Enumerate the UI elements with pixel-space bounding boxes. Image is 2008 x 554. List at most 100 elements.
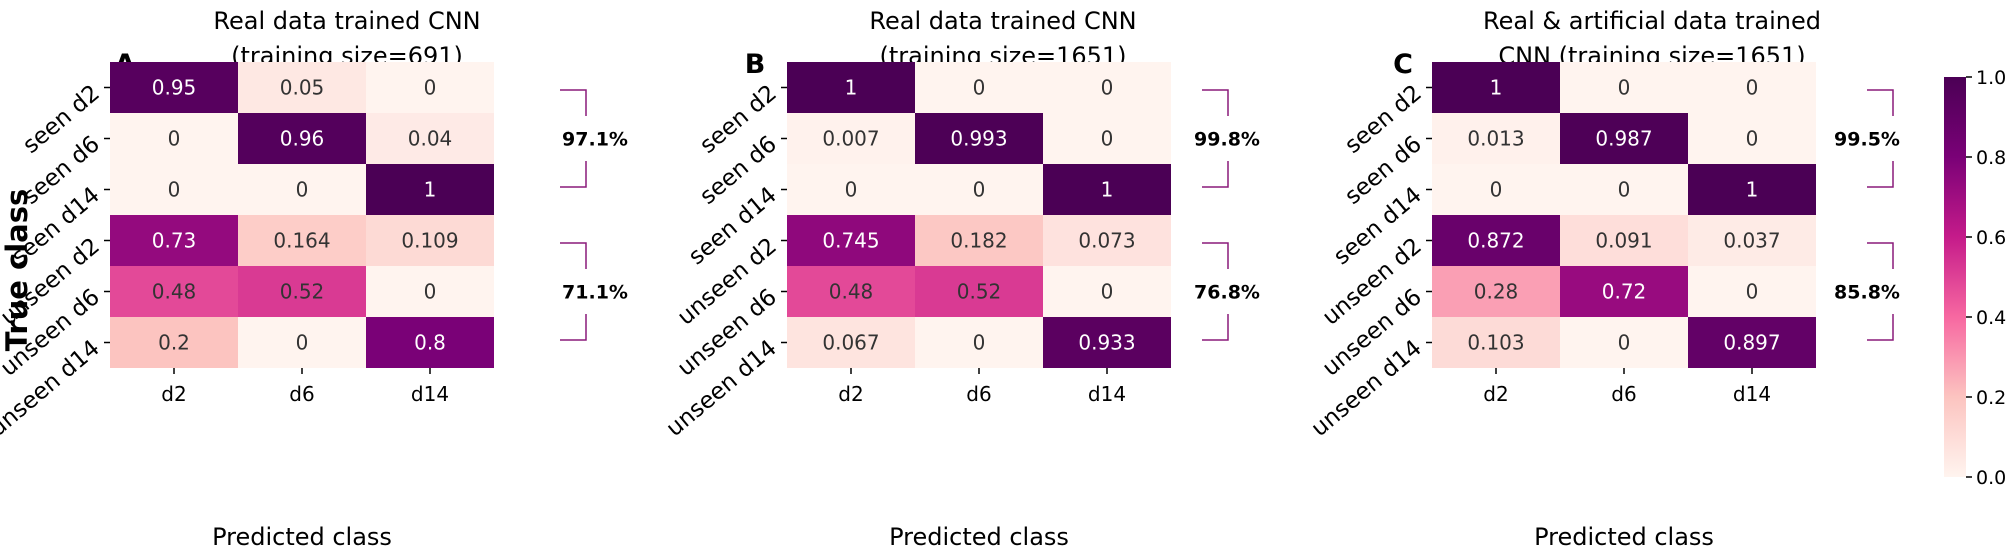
cell-value-label: 0.073 — [1078, 229, 1135, 253]
cell-value-label: 1 — [845, 76, 858, 100]
heatmap-cell — [1043, 317, 1171, 368]
heatmap-cell — [915, 317, 1043, 368]
accuracy-seen-label: 99.8% — [1194, 129, 1260, 151]
cell-value-label: 0.28 — [1474, 280, 1519, 304]
heatmap-cell — [915, 266, 1043, 317]
heatmap-cell — [1688, 164, 1816, 215]
colorbar: 0.0 0.2 0.4 0.6 0.8 1.0 — [1944, 67, 2006, 489]
colorbar-ticks: 0.0 0.2 0.4 0.6 0.8 1.0 — [1966, 67, 2006, 489]
cell-value-label: 0 — [1618, 178, 1631, 202]
cell-value-label: 0.05 — [280, 76, 325, 100]
cell-value-label: 0.182 — [950, 229, 1007, 253]
cell-value-label: 0.48 — [829, 280, 874, 304]
panel-letter: C — [1393, 49, 1413, 80]
heatmap-cell — [787, 215, 915, 266]
heatmap-cell — [787, 113, 915, 164]
heatmap-cell — [1043, 62, 1171, 113]
x-tick-label: d14 — [1733, 382, 1771, 406]
colorbar-tick-label: 0.6 — [1976, 227, 2006, 249]
heatmap-cell — [1560, 62, 1688, 113]
x-tick-label: d14 — [1088, 382, 1126, 406]
heatmap-cell — [1043, 164, 1171, 215]
heatmap-cell — [238, 62, 366, 113]
heatmap-cell — [1432, 113, 1560, 164]
heatmap-cell — [787, 317, 915, 368]
heatmap-cell — [366, 266, 494, 317]
heatmap-cell — [915, 215, 1043, 266]
heatmap-cell — [1688, 113, 1816, 164]
heatmap-cell — [1560, 266, 1688, 317]
cell-value-label: 0.007 — [822, 127, 879, 151]
heatmap-cell — [1560, 317, 1688, 368]
cell-value-label: 0 — [973, 331, 986, 355]
cell-value-label: 0.04 — [408, 127, 453, 151]
cell-value-label: 0 — [973, 76, 986, 100]
heatmap-cell — [1560, 215, 1688, 266]
heatmap-cell — [915, 113, 1043, 164]
cell-value-label: 0.745 — [822, 229, 879, 253]
accuracy-seen-label: 99.5% — [1834, 129, 1900, 151]
heatmap-cell — [1560, 164, 1688, 215]
cell-value-label: 0.48 — [152, 280, 197, 304]
heatmap-cell — [1043, 113, 1171, 164]
cell-value-label: 1 — [1101, 178, 1114, 202]
heatmap-cell — [787, 164, 915, 215]
heatmap-cell — [366, 317, 494, 368]
cell-value-label: 0 — [1746, 76, 1759, 100]
heatmap-cell — [787, 62, 915, 113]
heatmap-cell — [110, 215, 238, 266]
x-tick-label: d2 — [838, 382, 863, 406]
x-tick-label: d2 — [1483, 382, 1508, 406]
heatmap-cell — [1043, 266, 1171, 317]
heatmap-cell — [1560, 113, 1688, 164]
cell-value-label: 0.897 — [1723, 331, 1780, 355]
cell-value-label: 0 — [1746, 280, 1759, 304]
accuracy-unseen-label: 76.8% — [1194, 282, 1260, 304]
cell-value-label: 0.987 — [1595, 127, 1652, 151]
cell-value-label: 0.52 — [957, 280, 1002, 304]
heatmap-cell — [1432, 266, 1560, 317]
cell-value-label: 1 — [424, 178, 437, 202]
panel-letter: B — [745, 49, 766, 80]
colorbar-tick-label: 0.0 — [1976, 467, 2006, 489]
cell-value-label: 0 — [168, 127, 181, 151]
accuracy-bracket — [1202, 242, 1229, 341]
cell-value-label: 0.091 — [1595, 229, 1652, 253]
x-axis-title: Predicted class — [1534, 523, 1714, 551]
heatmap-cell — [1432, 215, 1560, 266]
heatmap-cell — [366, 215, 494, 266]
cell-value-label: 0.2 — [158, 331, 190, 355]
accuracy-unseen-label: 85.8% — [1834, 282, 1900, 304]
x-axis-title: Predicted class — [889, 523, 1069, 551]
heatmap-cell — [1432, 62, 1560, 113]
cell-value-label: 0.103 — [1467, 331, 1524, 355]
x-axis-title: Predicted class — [212, 523, 392, 551]
colorbar-tick-label: 1.0 — [1976, 67, 2006, 89]
heatmap-cell — [1688, 62, 1816, 113]
cell-value-label: 0.013 — [1467, 127, 1524, 151]
panel-title-line: Real data trained CNN — [869, 7, 1136, 35]
cell-value-label: 0 — [1490, 178, 1503, 202]
cell-value-label: 0 — [168, 178, 181, 202]
cell-value-label: 0 — [1618, 76, 1631, 100]
heatmap-cell — [915, 62, 1043, 113]
cell-value-label: 0 — [1101, 127, 1114, 151]
cell-value-label: 0.067 — [822, 331, 879, 355]
cell-value-label: 1 — [1490, 76, 1503, 100]
heatmap-cell — [238, 215, 366, 266]
panel-a: Real data trained CNN(training size=691)… — [0, 7, 628, 551]
heatmap-cell — [366, 164, 494, 215]
x-tick-label: d14 — [411, 382, 449, 406]
heatmap-cell — [915, 164, 1043, 215]
heatmap-cell — [238, 266, 366, 317]
cell-value-label: 0 — [1618, 331, 1631, 355]
cell-value-label: 0 — [296, 178, 309, 202]
heatmap-cell — [238, 317, 366, 368]
accuracy-seen-label: 97.1% — [562, 129, 628, 151]
cell-value-label: 0.52 — [280, 280, 325, 304]
panel-title-line: Real data trained CNN — [213, 7, 480, 35]
cell-value-label: 0.8 — [414, 331, 446, 355]
cell-value-label: 0.933 — [1078, 331, 1135, 355]
accuracy-bracket — [1867, 242, 1894, 341]
